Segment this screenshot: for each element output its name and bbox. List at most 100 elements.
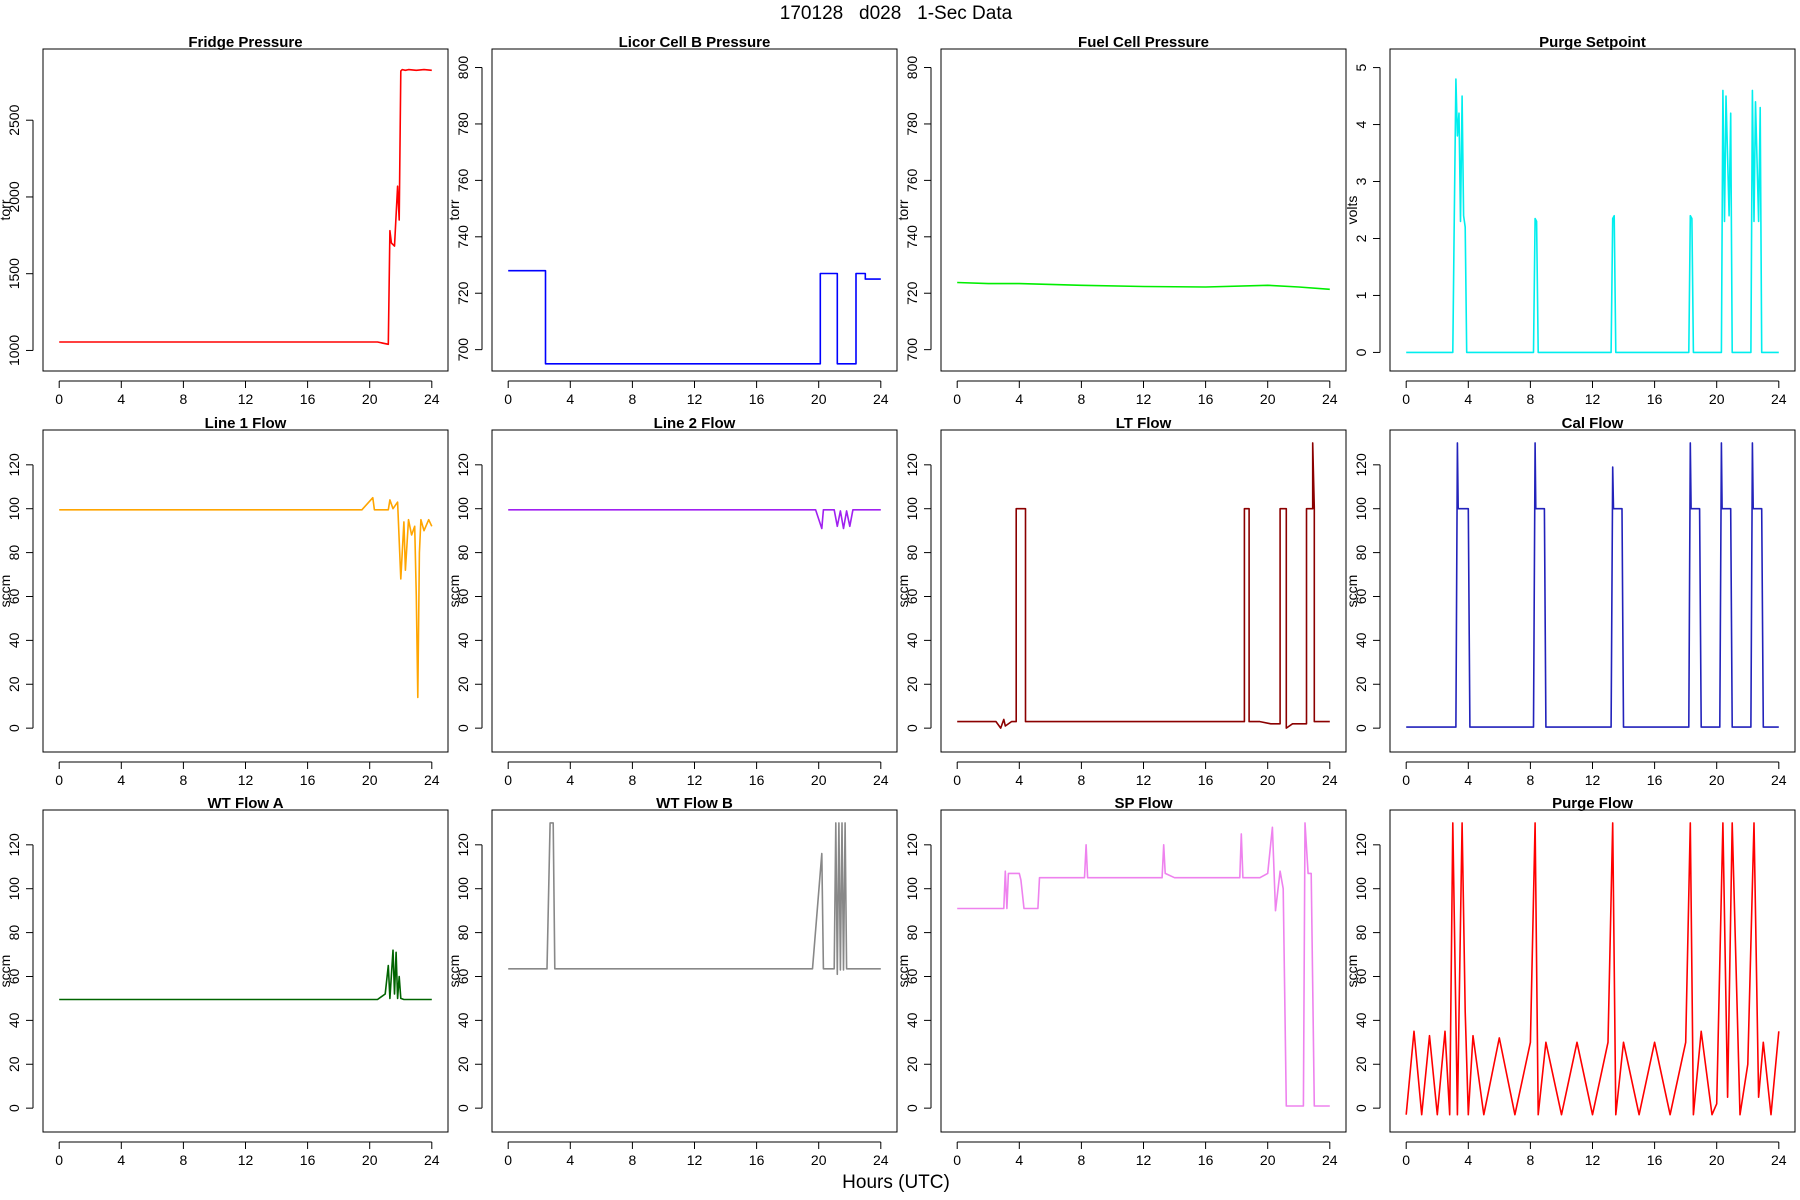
licor-cell-b-pressure-x-tick-label: 16 [749, 391, 765, 407]
line-2-flow-x-tick-label: 12 [687, 772, 703, 788]
lt-flow-x-tick-label: 24 [1322, 772, 1338, 788]
sp-flow-x-tick-label: 0 [953, 1152, 961, 1168]
line-2-flow-x-tick-label: 8 [629, 772, 637, 788]
purge-setpoint-x-tick-label: 8 [1527, 391, 1535, 407]
wt-flow-b-y-tick-label: 60 [455, 968, 471, 984]
sp-flow-plot-frame [940, 809, 1347, 1133]
purge-setpoint-x-tick-label: 24 [1771, 391, 1787, 407]
wt-flow-b-y-tick-label: 20 [455, 1056, 471, 1072]
line-2-flow-y-tick-label: 0 [455, 724, 471, 732]
sp-flow-x-tick-label: 16 [1198, 1152, 1214, 1168]
cal-flow-y-tick-label: 0 [1353, 724, 1369, 732]
cal-flow-plot-frame [1389, 429, 1796, 753]
line-2-flow-y-tick-label: 80 [455, 545, 471, 561]
licor-cell-b-pressure-x-tick-label: 0 [504, 391, 512, 407]
line-1-flow-y-tick-label: 40 [6, 632, 22, 648]
purge-flow-y-tick-label: 60 [1353, 968, 1369, 984]
fuel-cell-pressure-y-tick-label: 780 [904, 112, 920, 136]
lt-flow-x-tick-label: 4 [1015, 772, 1023, 788]
fuel-cell-pressure-y-tick-label: 700 [904, 338, 920, 362]
sp-flow-x-tick-label: 20 [1260, 1152, 1276, 1168]
wt-flow-a-y-tick-label: 80 [6, 925, 22, 941]
fuel-cell-pressure-series-line [957, 281, 1330, 291]
fridge-pressure-x-tick-label: 16 [300, 391, 316, 407]
lt-flow-x-tick-label: 16 [1198, 772, 1214, 788]
wt-flow-a-x-tick-label: 24 [424, 1152, 440, 1168]
lt-flow-series-line [957, 442, 1330, 729]
sp-flow-y-tick-label: 120 [904, 833, 920, 857]
lt-flow-y-tick-label: 20 [904, 676, 920, 692]
purge-flow-y-tick-label: 80 [1353, 925, 1369, 941]
cal-flow-y-tick-label: 80 [1353, 545, 1369, 561]
licor-cell-b-pressure-x-tick-label: 8 [629, 391, 637, 407]
purge-flow-x-tick-label: 12 [1585, 1152, 1601, 1168]
wt-flow-a-y-tick-label: 60 [6, 968, 22, 984]
fuel-cell-pressure-y-axis-label: torr [895, 199, 911, 220]
purge-flow-panel: Purge Flow 0 4 8 12 16 20 24 0 20 40 60 80 100 120 sccm [1344, 795, 1796, 1168]
sp-flow-x-tick-label: 8 [1078, 1152, 1086, 1168]
licor-cell-b-pressure-y-tick-label: 740 [455, 225, 471, 249]
wt-flow-b-x-tick-label: 24 [873, 1152, 889, 1168]
purge-setpoint-x-tick-label: 0 [1402, 391, 1410, 407]
line-1-flow-y-axis-label: sccm [0, 575, 13, 608]
sp-flow-y-axis-label: sccm [895, 955, 911, 988]
line-2-flow-y-axis-label: sccm [446, 575, 462, 608]
line-1-flow-title: Line 1 Flow [205, 415, 287, 432]
cal-flow-y-tick-label: 60 [1353, 588, 1369, 604]
fuel-cell-pressure-x-tick-label: 8 [1078, 391, 1086, 407]
sp-flow-x-tick-label: 12 [1136, 1152, 1152, 1168]
line-2-flow-title: Line 2 Flow [654, 415, 736, 432]
purge-flow-series-line [1405, 822, 1780, 1116]
wt-flow-b-y-tick-label: 100 [455, 877, 471, 901]
line-1-flow-x-tick-label: 0 [55, 772, 63, 788]
line-1-flow-x-tick-label: 12 [238, 772, 254, 788]
lt-flow-y-tick-label: 100 [904, 497, 920, 521]
lt-flow-x-tick-label: 8 [1078, 772, 1086, 788]
purge-setpoint-y-axis-label: volts [1344, 196, 1360, 225]
purge-setpoint-y-tick-label: 3 [1353, 177, 1369, 185]
fridge-pressure-plot-frame [42, 48, 449, 372]
cal-flow-y-tick-label: 40 [1353, 632, 1369, 648]
wt-flow-a-x-tick-label: 8 [180, 1152, 188, 1168]
licor-cell-b-pressure-y-tick-label: 780 [455, 112, 471, 136]
purge-flow-x-tick-label: 0 [1402, 1152, 1410, 1168]
sp-flow-y-tick-label: 80 [904, 925, 920, 941]
sp-flow-x-tick-label: 24 [1322, 1152, 1338, 1168]
lt-flow-title: LT Flow [1116, 415, 1172, 432]
licor-cell-b-pressure-panel: Licor Cell B Pressure 0 4 8 12 16 20 24 700 720 74… [446, 34, 898, 407]
sp-flow-y-tick-label: 20 [904, 1056, 920, 1072]
line-2-flow-x-tick-label: 16 [749, 772, 765, 788]
wt-flow-a-y-tick-label: 40 [6, 1012, 22, 1028]
wt-flow-b-y-tick-label: 80 [455, 925, 471, 941]
sp-flow-title: SP Flow [1114, 795, 1172, 812]
cal-flow-x-tick-label: 12 [1585, 772, 1601, 788]
wt-flow-b-series-line [508, 822, 881, 976]
licor-cell-b-pressure-x-tick-label: 4 [566, 391, 574, 407]
fridge-pressure-x-tick-label: 24 [424, 391, 440, 407]
fuel-cell-pressure-x-tick-label: 0 [953, 391, 961, 407]
lt-flow-plot-frame [940, 429, 1347, 753]
licor-cell-b-pressure-y-axis-label: torr [446, 199, 462, 220]
fuel-cell-pressure-x-tick-label: 20 [1260, 391, 1276, 407]
wt-flow-b-x-tick-label: 12 [687, 1152, 703, 1168]
cal-flow-y-tick-label: 20 [1353, 676, 1369, 692]
fuel-cell-pressure-y-tick-label: 800 [904, 56, 920, 80]
fridge-pressure-x-tick-label: 12 [238, 391, 254, 407]
fridge-pressure-title: Fridge Pressure [188, 34, 302, 51]
purge-flow-x-tick-label: 20 [1709, 1152, 1725, 1168]
wt-flow-b-x-tick-label: 16 [749, 1152, 765, 1168]
lt-flow-x-tick-label: 0 [953, 772, 961, 788]
purge-flow-y-tick-label: 0 [1353, 1104, 1369, 1112]
fuel-cell-pressure-title: Fuel Cell Pressure [1078, 34, 1209, 51]
wt-flow-a-x-tick-label: 12 [238, 1152, 254, 1168]
line-1-flow-series-line [59, 496, 433, 699]
sp-flow-y-tick-label: 60 [904, 968, 920, 984]
line-2-flow-y-tick-label: 120 [455, 453, 471, 477]
sp-flow-y-tick-label: 0 [904, 1104, 920, 1112]
wt-flow-b-y-tick-label: 0 [455, 1104, 471, 1112]
fridge-pressure-series-line [59, 68, 432, 346]
fridge-pressure-x-tick-label: 20 [362, 391, 378, 407]
purge-flow-y-tick-label: 120 [1353, 833, 1369, 857]
line-1-flow-x-tick-label: 20 [362, 772, 378, 788]
